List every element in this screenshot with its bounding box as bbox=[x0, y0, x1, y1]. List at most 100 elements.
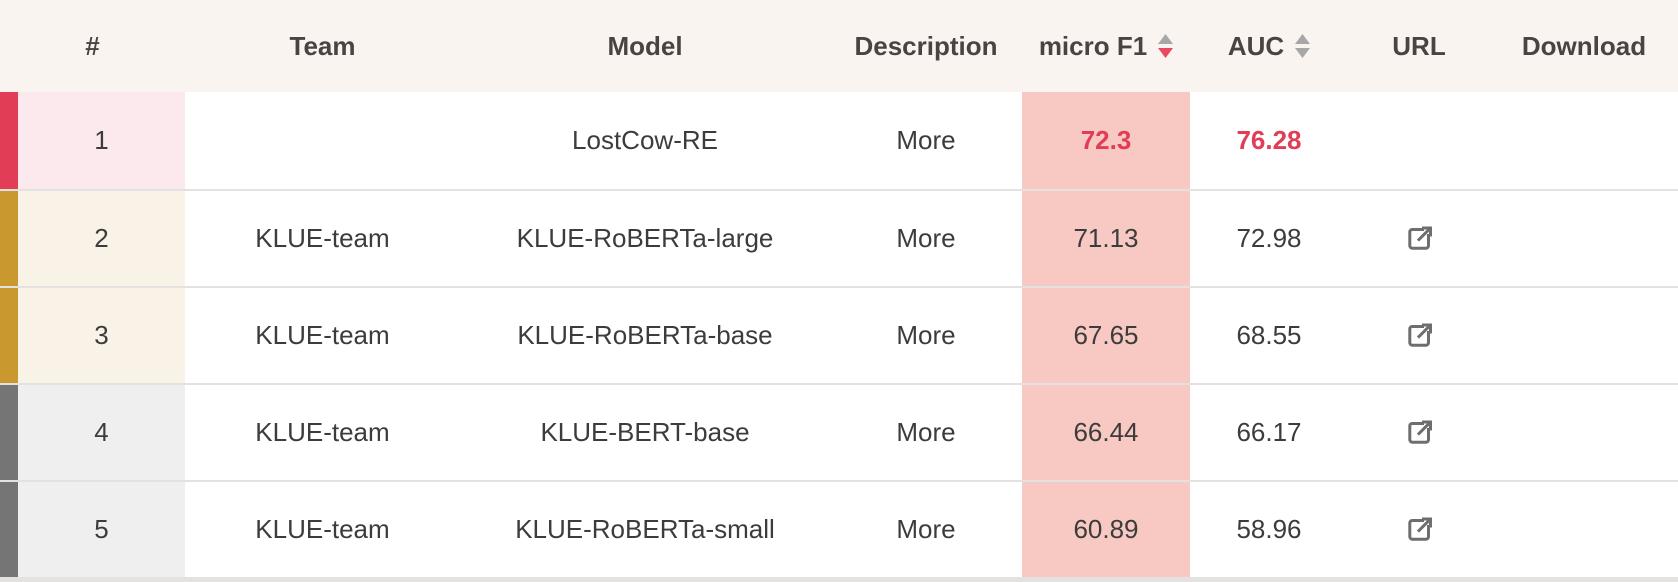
description-cell: More bbox=[830, 191, 1022, 286]
auc-cell: 58.96 bbox=[1190, 482, 1348, 577]
table-row: 1 LostCow-RE More 72.3 76.28 bbox=[0, 92, 1678, 189]
rank-tier-bar bbox=[0, 482, 18, 577]
header-description-label: Description bbox=[854, 30, 998, 61]
table-bottom-edge bbox=[0, 577, 1678, 582]
rank-value: 2 bbox=[94, 223, 109, 253]
table-body: 1 LostCow-RE More 72.3 76.28 2 KLUE-team bbox=[0, 92, 1678, 577]
external-link-icon[interactable] bbox=[1403, 319, 1436, 352]
download-cell bbox=[1490, 482, 1678, 577]
auc-value: 66.17 bbox=[1236, 417, 1302, 447]
micro-f1-cell: 71.13 bbox=[1022, 191, 1190, 286]
micro-f1-cell: 67.65 bbox=[1022, 288, 1190, 383]
description-more-link[interactable]: More bbox=[896, 320, 956, 350]
rank-cell: 4 bbox=[0, 385, 185, 480]
model-name: LostCow-RE bbox=[572, 125, 718, 155]
micro-f1-value: 71.13 bbox=[1073, 223, 1139, 253]
rank-tier-bar bbox=[0, 288, 18, 383]
header-rank: # bbox=[0, 0, 185, 92]
team-cell bbox=[185, 92, 460, 189]
description-cell: More bbox=[830, 482, 1022, 577]
model-cell: KLUE-RoBERTa-large bbox=[460, 191, 830, 286]
auc-value: 76.28 bbox=[1236, 125, 1302, 155]
rank-value: 4 bbox=[94, 417, 109, 447]
rank-tier-bar bbox=[0, 92, 18, 189]
rank-value: 3 bbox=[94, 320, 109, 350]
team-cell: KLUE-team bbox=[185, 191, 460, 286]
micro-f1-value: 67.65 bbox=[1073, 320, 1139, 350]
rank-value: 1 bbox=[94, 125, 109, 155]
header-url-label: URL bbox=[1392, 30, 1446, 61]
external-link-icon[interactable] bbox=[1403, 513, 1436, 546]
model-cell: KLUE-RoBERTa-small bbox=[460, 482, 830, 577]
header-description: Description bbox=[830, 0, 1022, 92]
header-auc[interactable]: AUC bbox=[1190, 0, 1348, 92]
description-cell: More bbox=[830, 385, 1022, 480]
model-cell: KLUE-BERT-base bbox=[460, 385, 830, 480]
rank-tier-bar bbox=[0, 191, 18, 286]
rank-cell: 5 bbox=[0, 482, 185, 577]
model-cell: LostCow-RE bbox=[460, 92, 830, 189]
auc-value: 72.98 bbox=[1236, 223, 1302, 253]
header-download: Download bbox=[1490, 0, 1678, 92]
auc-value: 58.96 bbox=[1236, 514, 1302, 544]
model-cell: KLUE-RoBERTa-base bbox=[460, 288, 830, 383]
model-name: KLUE-RoBERTa-large bbox=[516, 223, 774, 253]
rank-cell: 1 bbox=[0, 92, 185, 189]
model-name: KLUE-BERT-base bbox=[540, 417, 750, 447]
micro-f1-value: 66.44 bbox=[1073, 417, 1139, 447]
team-cell: KLUE-team bbox=[185, 385, 460, 480]
header-rank-label: # bbox=[85, 30, 100, 61]
micro-f1-value: 60.89 bbox=[1073, 514, 1139, 544]
auc-cell: 76.28 bbox=[1190, 92, 1348, 189]
table-row: 2 KLUE-team KLUE-RoBERTa-large More 71.1… bbox=[0, 189, 1678, 286]
sort-arrows-icon[interactable] bbox=[1158, 34, 1174, 58]
rank-tier-bar bbox=[0, 385, 18, 480]
url-cell bbox=[1348, 288, 1490, 383]
micro-f1-cell: 72.3 bbox=[1022, 92, 1190, 189]
url-cell bbox=[1348, 385, 1490, 480]
header-micro-f1-label: micro F1 bbox=[1038, 30, 1148, 61]
download-cell bbox=[1490, 385, 1678, 480]
rank-value: 5 bbox=[94, 514, 109, 544]
auc-value: 68.55 bbox=[1236, 320, 1302, 350]
micro-f1-cell: 66.44 bbox=[1022, 385, 1190, 480]
header-url: URL bbox=[1348, 0, 1490, 92]
url-cell bbox=[1348, 92, 1490, 189]
header-model-label: Model bbox=[607, 30, 683, 61]
description-more-link[interactable]: More bbox=[896, 417, 956, 447]
header-team-label: Team bbox=[289, 30, 356, 61]
header-micro-f1[interactable]: micro F1 bbox=[1022, 0, 1190, 92]
download-cell bbox=[1490, 191, 1678, 286]
download-cell bbox=[1490, 288, 1678, 383]
table-row: 5 KLUE-team KLUE-RoBERTa-small More 60.8… bbox=[0, 480, 1678, 577]
external-link-icon[interactable] bbox=[1403, 416, 1436, 449]
team-name: KLUE-team bbox=[255, 417, 390, 447]
description-more-link[interactable]: More bbox=[896, 125, 956, 155]
auc-cell: 66.17 bbox=[1190, 385, 1348, 480]
external-link-icon[interactable] bbox=[1403, 222, 1436, 255]
url-cell bbox=[1348, 191, 1490, 286]
header-team: Team bbox=[185, 0, 460, 92]
model-name: KLUE-RoBERTa-small bbox=[515, 514, 775, 544]
micro-f1-cell: 60.89 bbox=[1022, 482, 1190, 577]
url-cell bbox=[1348, 482, 1490, 577]
table-row: 3 KLUE-team KLUE-RoBERTa-base More 67.65… bbox=[0, 286, 1678, 383]
table-header-row: # Team Model Description micro F1 AUC UR bbox=[0, 0, 1678, 92]
header-download-label: Download bbox=[1521, 30, 1647, 61]
sort-arrows-icon[interactable] bbox=[1295, 34, 1311, 58]
table-row: 4 KLUE-team KLUE-BERT-base More 66.44 66… bbox=[0, 383, 1678, 480]
description-cell: More bbox=[830, 288, 1022, 383]
header-auc-label: AUC bbox=[1227, 30, 1285, 61]
team-cell: KLUE-team bbox=[185, 288, 460, 383]
rank-cell: 3 bbox=[0, 288, 185, 383]
team-name: KLUE-team bbox=[255, 320, 390, 350]
micro-f1-value: 72.3 bbox=[1080, 125, 1132, 155]
auc-cell: 68.55 bbox=[1190, 288, 1348, 383]
team-cell: KLUE-team bbox=[185, 482, 460, 577]
description-more-link[interactable]: More bbox=[896, 223, 956, 253]
download-cell bbox=[1490, 92, 1678, 189]
description-more-link[interactable]: More bbox=[896, 514, 956, 544]
header-model: Model bbox=[460, 0, 830, 92]
rank-cell: 2 bbox=[0, 191, 185, 286]
